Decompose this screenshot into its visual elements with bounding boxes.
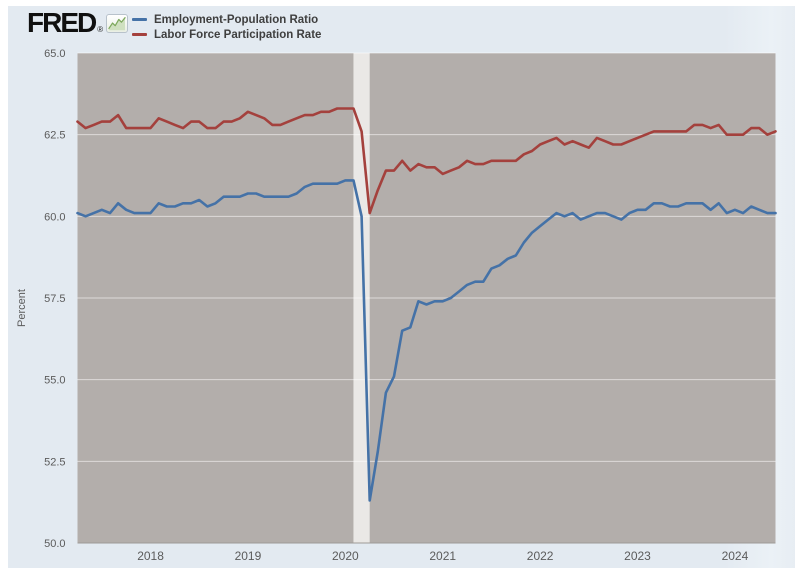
y-axis-tick-label: 50.0 xyxy=(44,538,65,550)
series-line-labor-force-participation-rate[interactable] xyxy=(76,107,777,215)
fred-sparkline-icon xyxy=(106,14,129,33)
fred-logo-text: FRED xyxy=(27,7,97,38)
x-axis-tick-label: 2021 xyxy=(429,549,456,563)
y-axis-tick-label: 60.0 xyxy=(44,211,65,223)
legend-dash-icon xyxy=(132,18,147,21)
x-axis-tick-label: 2022 xyxy=(527,549,554,563)
y-axis-tick-label: 62.5 xyxy=(44,130,65,142)
x-axis-tick-label: 2024 xyxy=(722,549,749,563)
registered-trademark: ® xyxy=(97,25,104,34)
y-axis-tick-label: 57.5 xyxy=(44,293,65,305)
x-axis-tick-label: 2019 xyxy=(235,549,262,563)
legend-item-employment-population-ratio[interactable]: Employment-Population Ratio xyxy=(132,12,321,27)
y-axis-tick-label: 55.0 xyxy=(44,375,65,387)
fred-logo[interactable]: FRED ® xyxy=(27,7,129,38)
legend-item-labor-force-participation-rate[interactable]: Labor Force Participation Rate xyxy=(132,27,321,42)
y-axis-tick-label: 52.5 xyxy=(44,456,65,468)
legend-dash-icon xyxy=(132,33,147,36)
legend-label: Labor Force Participation Rate xyxy=(154,28,322,41)
x-axis-tick-label: 2023 xyxy=(624,549,651,563)
chart-legend: Employment-Population Ratio Labor Force … xyxy=(132,12,321,42)
series-line-employment-population-ratio[interactable] xyxy=(76,179,777,502)
x-axis-tick-label: 2018 xyxy=(137,549,164,563)
x-axis-tick-label: 2020 xyxy=(332,549,359,563)
y-axis-tick-label: 65.0 xyxy=(44,48,65,60)
legend-label: Employment-Population Ratio xyxy=(154,13,319,26)
